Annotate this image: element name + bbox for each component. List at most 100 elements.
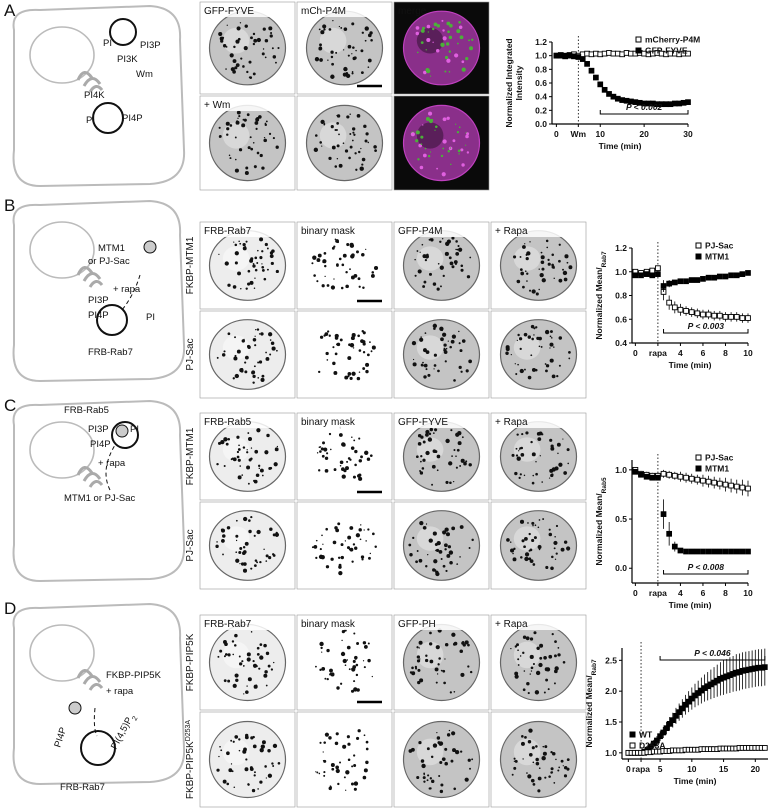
puncta (237, 271, 241, 276)
puncta (419, 251, 421, 253)
puncta (267, 664, 271, 668)
puncta (526, 681, 530, 686)
puncta (549, 438, 553, 442)
puncta (265, 777, 268, 779)
puncta (313, 274, 316, 277)
puncta (432, 27, 435, 31)
puncta (550, 446, 555, 451)
puncta (446, 58, 451, 63)
puncta (245, 240, 248, 243)
x-tick-label: 0 (633, 348, 638, 358)
puncta (417, 158, 420, 161)
puncta (455, 251, 460, 256)
puncta (250, 515, 253, 519)
puncta (514, 759, 518, 763)
puncta (329, 668, 333, 673)
data-point (647, 743, 654, 750)
puncta (415, 26, 420, 30)
puncta (227, 283, 231, 287)
puncta (409, 553, 413, 557)
puncta (362, 286, 365, 289)
puncta (539, 455, 541, 457)
puncta (311, 262, 314, 265)
puncta (449, 261, 454, 266)
puncta (514, 363, 516, 365)
puncta (270, 341, 275, 346)
puncta (525, 431, 529, 435)
puncta (445, 438, 450, 444)
significance-label: P < 0.046 (694, 648, 731, 658)
puncta (416, 659, 421, 663)
nucleus (513, 335, 541, 360)
puncta (467, 643, 470, 647)
puncta (452, 480, 455, 483)
puncta (421, 467, 425, 470)
puncta (522, 245, 526, 249)
puncta (417, 433, 422, 438)
puncta (433, 368, 435, 370)
puncta (443, 681, 446, 685)
puncta (332, 540, 337, 545)
puncta (323, 447, 328, 452)
puncta (524, 243, 526, 245)
puncta (469, 46, 474, 51)
y-tick-label: 0.6 (615, 314, 627, 324)
puncta (330, 763, 335, 768)
puncta (317, 253, 322, 258)
puncta (329, 448, 332, 451)
puncta (430, 755, 434, 759)
puncta (432, 282, 437, 286)
puncta (432, 531, 437, 536)
puncta (345, 466, 349, 471)
puncta (428, 118, 434, 124)
puncta (352, 131, 355, 134)
puncta (349, 133, 352, 135)
puncta (513, 766, 517, 770)
label-backdrop (299, 415, 369, 428)
puncta (436, 736, 441, 740)
puncta (316, 452, 319, 454)
puncta (517, 658, 520, 661)
schematic-label: PI3P (88, 295, 109, 306)
micrograph (199, 711, 296, 808)
puncta (219, 745, 221, 748)
puncta (240, 57, 243, 60)
puncta (321, 651, 323, 653)
puncta (351, 333, 356, 338)
puncta (242, 551, 246, 556)
puncta (311, 546, 314, 549)
puncta (264, 123, 268, 127)
significance-bracket (663, 570, 749, 575)
puncta (362, 641, 367, 645)
significance-bracket (599, 110, 689, 115)
puncta (415, 139, 419, 143)
puncta (237, 117, 239, 120)
puncta (232, 377, 235, 380)
puncta (234, 168, 239, 173)
puncta (234, 136, 237, 139)
puncta (326, 284, 330, 287)
data-point (579, 56, 586, 62)
puncta (530, 670, 533, 672)
puncta (325, 565, 330, 569)
puncta (252, 262, 255, 265)
puncta (519, 268, 523, 272)
puncta (451, 265, 455, 269)
label-backdrop (493, 617, 563, 630)
puncta (253, 564, 257, 567)
puncta (562, 765, 564, 767)
cell (402, 230, 481, 301)
puncta (250, 447, 253, 449)
puncta (254, 449, 259, 454)
puncta (248, 519, 251, 522)
puncta (362, 351, 366, 354)
puncta (373, 145, 377, 149)
puncta (264, 670, 268, 674)
puncta (347, 457, 351, 460)
puncta (434, 450, 438, 454)
puncta (512, 552, 514, 555)
micrograph-frame (296, 711, 393, 808)
puncta (427, 31, 429, 33)
image-label: + Wm (204, 100, 230, 111)
puncta (216, 541, 218, 543)
